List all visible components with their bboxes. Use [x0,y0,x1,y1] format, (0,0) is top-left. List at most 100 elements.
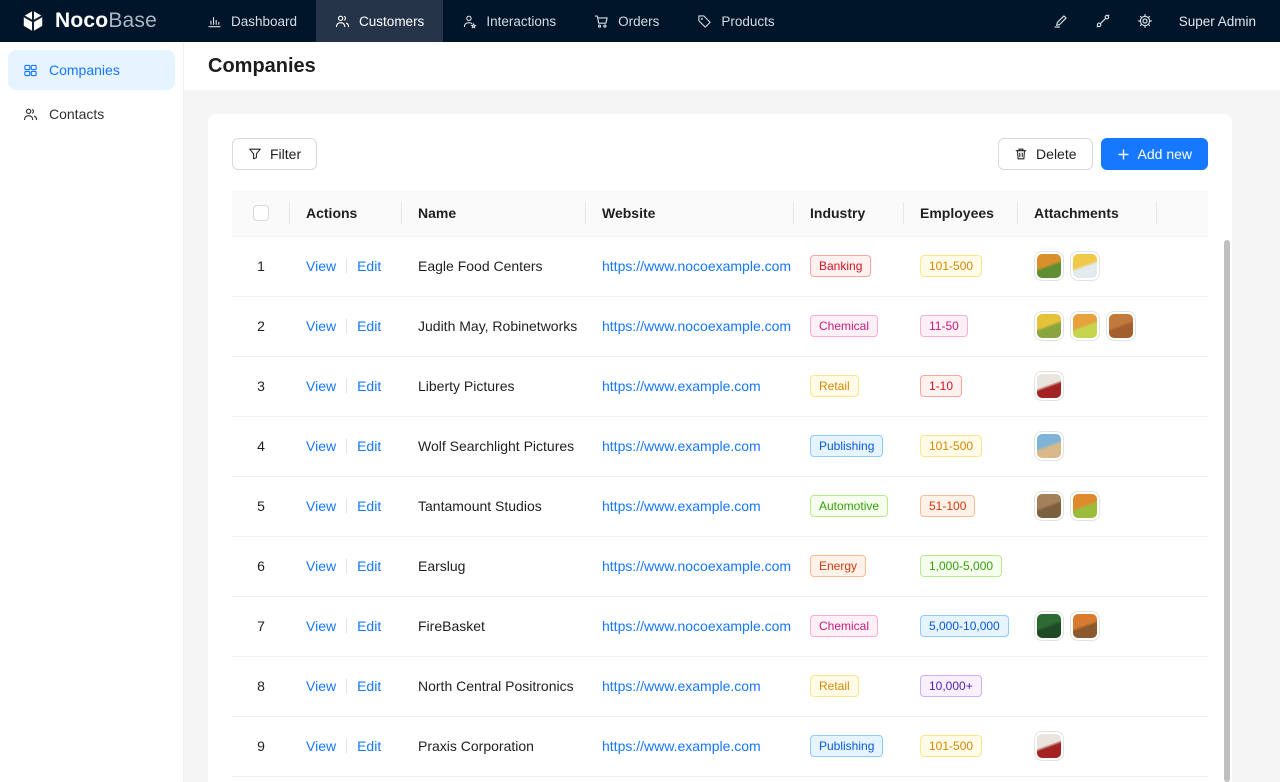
edit-link[interactable]: Edit [357,438,381,454]
view-link[interactable]: View [306,498,336,514]
attachment-thumbnail[interactable] [1070,251,1100,281]
attachments-cell [1018,416,1157,476]
sidebar-item-companies[interactable]: Companies [8,50,175,90]
table-row: 7ViewEditFireBaskethttps://www.nocoexamp… [232,596,1208,656]
column-header-name: Name [402,190,586,236]
row-index[interactable]: 6 [232,536,290,596]
actions-cell: View Edit [290,716,402,776]
edit-link[interactable]: Edit [357,618,381,634]
attachment-thumbnail[interactable] [1034,371,1064,401]
sidebar-item-contacts[interactable]: Contacts [8,94,175,134]
employees-cell: 5,000-10,000 [904,596,1018,656]
view-link[interactable]: View [306,558,336,574]
website-link[interactable]: https://www.nocoexample.com [602,618,791,634]
company-name: North Central Positronics [402,656,586,716]
highlighter-icon[interactable] [1053,13,1069,29]
website-link[interactable]: https://www.nocoexample.com [602,558,791,574]
edit-link[interactable]: Edit [357,738,381,754]
nav-item-products[interactable]: Products [678,0,793,42]
attachment-thumbnail[interactable] [1070,491,1100,521]
view-link[interactable]: View [306,318,336,334]
attachment-thumbnail[interactable] [1034,491,1064,521]
nav-right: Super Admin [1053,13,1280,29]
attachments-cell [1018,296,1157,356]
header-select-cell [232,190,290,236]
attachment-thumbnail[interactable] [1034,431,1064,461]
table-row: 3ViewEditLiberty Pictureshttps://www.exa… [232,356,1208,416]
website-link[interactable]: https://www.example.com [602,738,761,754]
edit-link[interactable]: Edit [357,678,381,694]
edit-link[interactable]: Edit [357,558,381,574]
website-link[interactable]: https://www.example.com [602,378,761,394]
select-all-checkbox[interactable] [253,205,269,221]
attachment-thumbnail[interactable] [1070,611,1100,641]
employees-cell: 51-100 [904,476,1018,536]
website-link[interactable]: https://www.example.com [602,678,761,694]
attachment-thumbnail[interactable] [1034,731,1064,761]
nav-item-customers[interactable]: Customers [316,0,443,42]
attachment-thumbnail[interactable] [1034,611,1064,641]
contacts-icon [23,107,38,122]
view-link[interactable]: View [306,378,336,394]
add-new-button-label: Add new [1138,146,1192,162]
website-link[interactable]: https://www.example.com [602,438,761,454]
team-icon [335,14,350,29]
attachment-image [1073,254,1097,278]
row-index[interactable]: 4 [232,416,290,476]
row-index[interactable]: 3 [232,356,290,416]
paintbrush-icon[interactable] [1095,13,1111,29]
view-link[interactable]: View [306,618,336,634]
actions-cell: View Edit [290,656,402,716]
website-cell: https://www.nocoexample.com [586,536,794,596]
row-index[interactable]: 7 [232,596,290,656]
row-index[interactable]: 2 [232,296,290,356]
nocobase-logo[interactable]: NocoBase [20,8,188,34]
view-link[interactable]: View [306,258,336,274]
row-index[interactable]: 1 [232,236,290,296]
industry-cell: Chemical [794,296,904,356]
row-index[interactable]: 5 [232,476,290,536]
employees-cell: 101-500 [904,716,1018,776]
industry-cell: Automotive [794,476,904,536]
table-toolbar: Filter Delete [232,138,1208,170]
edit-link[interactable]: Edit [357,498,381,514]
table-vertical-scrollbar[interactable] [1224,240,1230,782]
attachment-image [1037,374,1061,398]
nav-item-orders[interactable]: Orders [575,0,678,42]
column-header-actions: Actions [290,190,402,236]
filter-button[interactable]: Filter [232,138,317,170]
employees-tag: 1,000-5,000 [920,555,1002,577]
website-link[interactable]: https://www.nocoexample.com [602,318,791,334]
nav-item-dashboard[interactable]: Dashboard [188,0,316,42]
edit-link[interactable]: Edit [357,378,381,394]
view-link[interactable]: View [306,438,336,454]
attachment-thumbnail[interactable] [1034,311,1064,341]
column-header-employees: Employees [904,190,1018,236]
attachment-thumbnail[interactable] [1106,311,1136,341]
attachment-thumbnail[interactable] [1034,251,1064,281]
row-index[interactable]: 9 [232,716,290,776]
industry-cell: Retail [794,356,904,416]
view-link[interactable]: View [306,738,336,754]
edit-link[interactable]: Edit [357,318,381,334]
cart-icon [594,14,609,29]
delete-button[interactable]: Delete [998,138,1092,170]
employees-tag: 101-500 [920,255,982,277]
row-index[interactable]: 8 [232,656,290,716]
user-menu[interactable]: Super Admin [1179,14,1256,29]
edit-link[interactable]: Edit [357,258,381,274]
website-link[interactable]: https://www.example.com [602,498,761,514]
gear-icon[interactable] [1137,13,1153,29]
nav-items: DashboardCustomersInteractionsOrdersProd… [188,0,794,42]
view-link[interactable]: View [306,678,336,694]
companies-table-card: Filter Delete [208,114,1232,782]
attachments-cell [1018,596,1157,656]
column-header-attachments: Attachments [1018,190,1157,236]
add-new-button[interactable]: Add new [1101,138,1208,170]
row-spacer-cell [1157,596,1208,656]
website-cell: https://www.nocoexample.com [586,596,794,656]
sidebar-item-label: Companies [49,62,120,78]
nav-item-interactions[interactable]: Interactions [443,0,575,42]
attachment-thumbnail[interactable] [1070,311,1100,341]
website-link[interactable]: https://www.nocoexample.com [602,258,791,274]
